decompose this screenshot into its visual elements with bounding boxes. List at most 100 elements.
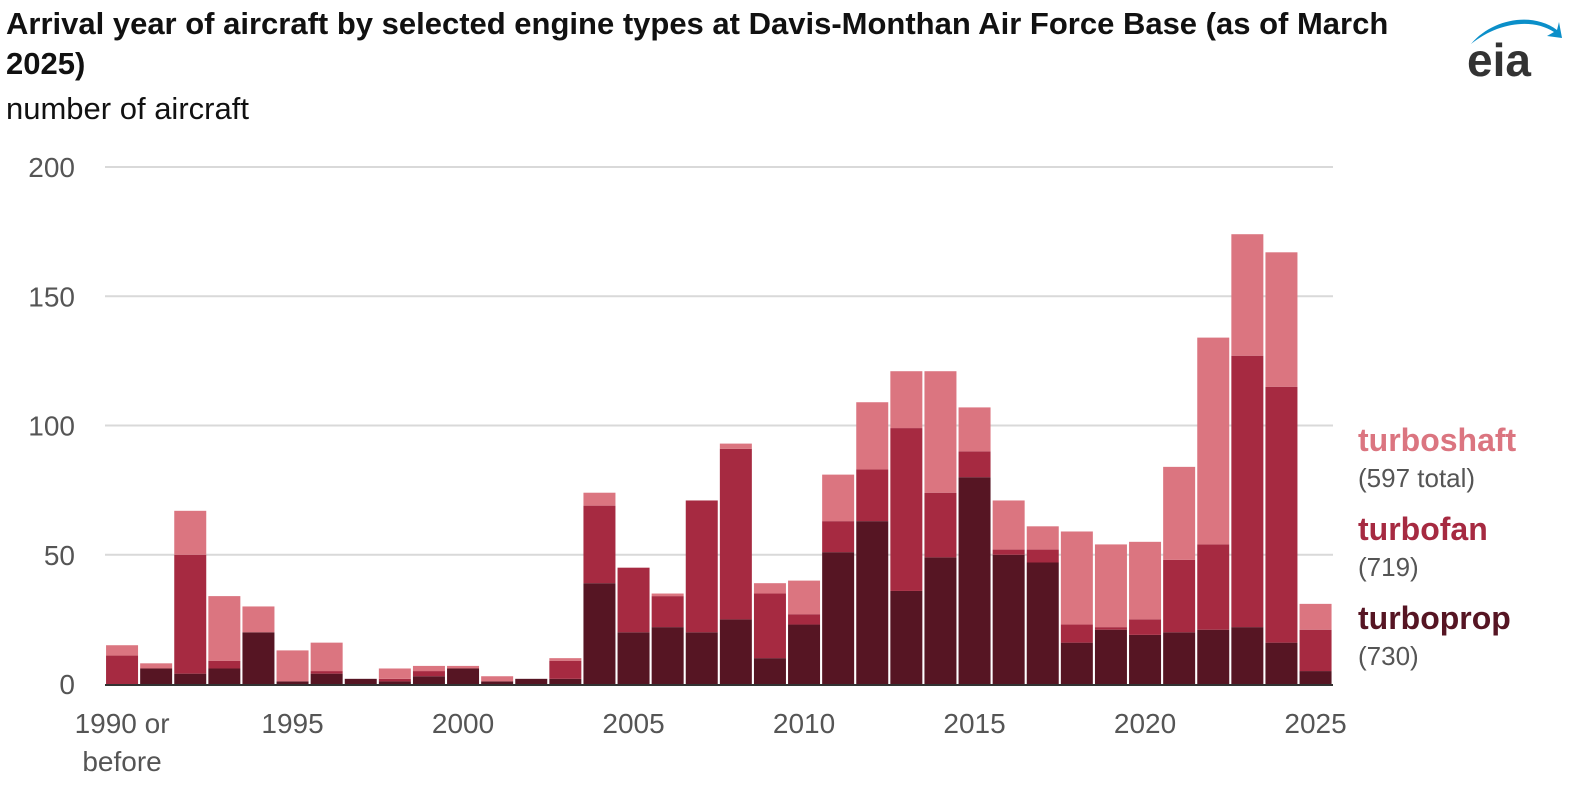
bar-turboshaft-2022: [1197, 337, 1230, 545]
bar-turboprop-1993: [208, 668, 241, 684]
y-tick-label-100: 100: [28, 411, 75, 442]
bar-turboshaft-2010: [788, 580, 821, 615]
bar-turboprop-2014: [924, 557, 957, 684]
bar-turbofan-2003: [549, 660, 582, 679]
bar-turboprop-1999: [412, 676, 445, 684]
bar-turboprop-2024: [1265, 642, 1298, 684]
bar-turbofan-2007: [685, 500, 718, 633]
bar-turbofan-2008: [719, 448, 752, 620]
bar-turbofan-2025: [1299, 629, 1332, 672]
bar-turbofan-2014: [924, 492, 957, 558]
bar-turboprop-1992: [174, 673, 207, 684]
bar-turbofan-2013: [890, 428, 923, 591]
bar-turboshaft-2014: [924, 371, 957, 493]
bar-turboprop-2017: [1026, 562, 1059, 684]
legend: turboshaft (597 total) turbofan (719) turbop…: [1358, 422, 1517, 671]
bar-turboprop-2003: [549, 678, 582, 684]
bar-turboshaft-2024: [1265, 252, 1298, 387]
bar-turboprop-2011: [822, 552, 855, 684]
bar-turboshaft-1992: [174, 510, 207, 555]
eia-logo: eia: [1467, 19, 1562, 82]
bar-turbofan-1996: [310, 671, 343, 674]
bar-turboprop-2000: [447, 668, 480, 684]
bar-turboshaft-1999: [412, 665, 445, 672]
bar-turboshaft-2009: [753, 583, 786, 594]
axes: 1990 or before 1995 2000 2005 2010 2015 2020 202…: [75, 684, 1347, 777]
bar-turboshaft-2021: [1163, 466, 1196, 560]
bar-turboprop-2022: [1197, 629, 1230, 684]
bar-turbofan-2017: [1026, 549, 1059, 563]
bar-turbofan-2006: [651, 596, 684, 628]
bar-turbofan-2012: [856, 469, 889, 522]
bar-turboshaft-1991: [140, 663, 173, 669]
x-tick-label-2015-0: 2015: [943, 708, 1005, 739]
bar-turboshaft-2017: [1026, 526, 1059, 550]
bar-turbofan-2024: [1265, 386, 1298, 643]
bar-turboprop-1997: [344, 678, 377, 684]
x-tick-label-1990-or-before-1: before: [82, 746, 161, 777]
bar-turboprop-2021: [1163, 632, 1196, 684]
legend-total-turboshaft: (597 total): [1358, 463, 1475, 493]
legend-label-turboprop: turboprop: [1358, 600, 1511, 636]
y-axis-unit-label: number of aircraft: [6, 91, 249, 126]
x-tick-label-2000-0: 2000: [432, 708, 494, 739]
bar-turboprop-1995: [276, 681, 309, 684]
bar-turboprop-2008: [719, 619, 752, 684]
chart-title: Arrival year of aircraft by selected eng…: [6, 6, 1389, 81]
bar-turbofan-1992: [174, 554, 207, 674]
bar-turbofan-2010: [788, 614, 821, 625]
x-tick-label-2005-0: 2005: [602, 708, 664, 739]
bar-turbofan-1990-or-before: [106, 655, 139, 684]
bar-turboshaft-2018: [1060, 531, 1093, 625]
eia-logo-swoosh-icon: [1471, 19, 1562, 44]
bars: [106, 234, 1332, 684]
bar-turboshaft-2000: [447, 665, 480, 669]
bar-turboprop-2019: [1094, 629, 1127, 684]
bar-turbofan-1999: [412, 671, 445, 677]
gridlines: 0 50 100 150 200: [28, 152, 1333, 700]
bar-turboshaft-2004: [583, 492, 616, 506]
y-tick-label-50: 50: [44, 540, 75, 571]
bar-turbofan-2023: [1231, 355, 1264, 628]
bar-turboshaft-2019: [1094, 544, 1127, 628]
y-tick-label-0: 0: [59, 669, 75, 700]
x-tick-label-1990-or-before-0: 1990 or: [75, 708, 170, 739]
bar-turboshaft-2013: [890, 371, 923, 429]
bar-turbofan-2018: [1060, 624, 1093, 643]
bar-turboprop-2012: [856, 521, 889, 684]
bar-turbofan-2016: [992, 549, 1025, 555]
bar-turboprop-2010: [788, 624, 821, 684]
bar-turboprop-2006: [651, 627, 684, 684]
bar-turboprop-1991: [140, 668, 173, 684]
bar-turboprop-2013: [890, 590, 923, 684]
eia-logo-text: eia: [1467, 34, 1531, 82]
x-tick-label-2010-0: 2010: [773, 708, 835, 739]
bar-turboshaft-2006: [651, 593, 684, 597]
bar-turboshaft-1996: [310, 642, 343, 672]
bar-turboprop-2004: [583, 583, 616, 684]
bar-turbofan-2020: [1129, 619, 1162, 635]
bar-turboprop-2018: [1060, 642, 1093, 684]
bar-turboprop-1998: [378, 681, 411, 684]
bar-turboshaft-2015: [958, 407, 991, 452]
bar-turboprop-2015: [958, 477, 991, 684]
bar-turboshaft-2016: [992, 500, 1025, 550]
bar-turboprop-2009: [753, 658, 786, 684]
bar-turbofan-2009: [753, 593, 786, 659]
y-tick-label-200: 200: [28, 152, 75, 183]
bar-turboprop-2001: [481, 681, 514, 684]
x-tick-label-2025-0: 2025: [1284, 708, 1346, 739]
bar-turbofan-2005: [617, 567, 650, 633]
bar-turbofan-2011: [822, 521, 855, 553]
bar-turbofan-2015: [958, 451, 991, 478]
bar-turboprop-2002: [515, 678, 548, 684]
bar-turboshaft-1990-or-before: [106, 645, 139, 656]
bar-turbofan-2021: [1163, 559, 1196, 633]
bar-turboprop-2016: [992, 554, 1025, 684]
bar-turboprop-2020: [1129, 634, 1162, 684]
bar-turboprop-2007: [685, 632, 718, 684]
bar-turboprop-1994: [242, 632, 275, 684]
y-tick-label-150: 150: [28, 281, 75, 312]
bar-turboshaft-2008: [719, 443, 752, 449]
